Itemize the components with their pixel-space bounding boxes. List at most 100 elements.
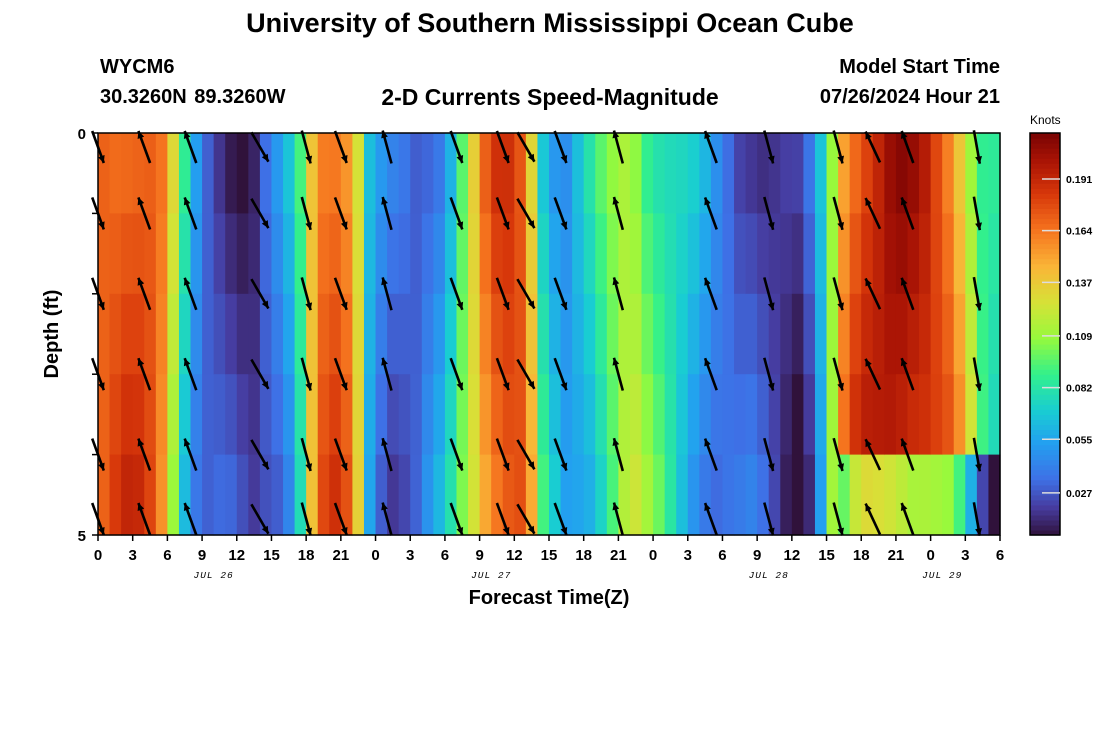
heatmap-cell	[676, 213, 689, 295]
heatmap-cell	[884, 213, 897, 295]
colorbar-unit-label: Knots	[1030, 113, 1061, 127]
heatmap-cell	[595, 293, 608, 375]
x-tick-label: 9	[475, 547, 483, 564]
heatmap-cell	[734, 133, 747, 214]
current-arrow-head	[340, 527, 348, 535]
heatmap-cell	[317, 213, 330, 295]
x-tick-label: 15	[541, 547, 558, 564]
x-tick-label: 9	[198, 547, 206, 564]
heatmap-cell	[768, 454, 781, 536]
heatmap-cell	[803, 213, 816, 295]
heatmap-cell	[259, 133, 273, 214]
heatmap-cell	[595, 374, 608, 456]
heatmap-cell	[722, 133, 735, 214]
heatmap-cell	[942, 133, 955, 214]
heatmap-cell	[306, 454, 319, 536]
heatmap-cell	[178, 454, 192, 536]
heatmap-cell	[340, 374, 354, 456]
heatmap-cell	[641, 454, 654, 536]
heatmap-cell	[560, 293, 573, 375]
heatmap-cell	[248, 454, 261, 536]
colorbar-segment	[1030, 514, 1060, 521]
heatmap-cell	[259, 454, 273, 536]
heatmap-cell	[780, 454, 793, 536]
colorbar-segment	[1030, 434, 1060, 441]
heatmap-cell	[283, 374, 296, 456]
x-tick-label: 12	[784, 547, 801, 564]
x-tick-label: 6	[996, 547, 1004, 564]
colorbar-segment	[1030, 484, 1060, 491]
heatmap-cell	[259, 213, 273, 295]
heatmap-cell	[653, 213, 666, 295]
colorbar-tick-label: 0.137	[1066, 277, 1092, 289]
heatmap-cell	[687, 293, 700, 375]
heatmap-cell	[225, 454, 238, 536]
heatmap-cell	[988, 454, 1001, 536]
heatmap-cell	[884, 133, 897, 214]
x-tick-label: 3	[406, 547, 414, 564]
heatmap-cell	[329, 293, 342, 375]
heatmap-cell	[791, 213, 805, 295]
x-tick-label: 12	[506, 547, 523, 564]
heatmap-cell	[144, 374, 157, 456]
colorbar-segment	[1030, 203, 1060, 209]
heatmap-cell	[398, 133, 411, 214]
heatmap-cell	[560, 454, 573, 536]
heatmap-cell	[387, 213, 400, 295]
heatmap-cell	[895, 293, 909, 375]
current-arrow-head	[865, 198, 872, 206]
heatmap-cell	[387, 454, 400, 536]
heatmap-cell	[965, 213, 978, 295]
heatmap-cell	[491, 293, 504, 375]
heatmap-cell	[872, 293, 885, 375]
colorbar-segment	[1030, 509, 1060, 516]
heatmap-cell	[791, 133, 805, 214]
heatmap-cell	[421, 374, 434, 456]
current-arrow-head	[98, 527, 105, 535]
heatmap-cell	[768, 374, 781, 456]
heatmap-cell	[849, 374, 862, 456]
colorbar-segment	[1030, 394, 1060, 400]
date-label: JUL 29	[922, 570, 962, 581]
heatmap-cell	[225, 213, 238, 295]
heatmap-cell	[479, 454, 492, 536]
heatmap-cell	[664, 374, 677, 456]
heatmap-cell	[676, 293, 689, 375]
current-arrow-head	[305, 302, 313, 311]
current-arrow-head	[612, 438, 620, 446]
heatmap-cell	[768, 213, 781, 295]
colorbar-segment	[1030, 213, 1060, 220]
heatmap-cell	[514, 213, 527, 295]
colorbar-segment	[1030, 519, 1060, 526]
colorbar-segment	[1030, 148, 1060, 154]
heatmap-cell	[618, 374, 631, 456]
heatmap-cell	[132, 213, 145, 295]
heatmap-cell	[976, 293, 990, 375]
current-arrow-head	[305, 463, 313, 471]
current-arrow-head	[456, 462, 464, 471]
heatmap-cell	[155, 213, 168, 295]
heatmap-cell	[861, 293, 874, 375]
colorbar-segment	[1030, 253, 1060, 260]
heatmap-cell	[456, 454, 469, 536]
heatmap-cell	[363, 454, 377, 536]
heatmap-cell	[965, 374, 978, 456]
heatmap-cell	[641, 374, 654, 456]
current-arrow-head	[98, 221, 105, 230]
heatmap-cell	[919, 454, 932, 536]
current-arrow-head	[560, 462, 568, 471]
current-arrow-head	[340, 462, 348, 471]
heatmap-cell	[676, 454, 689, 536]
heatmap-cell	[514, 454, 527, 536]
x-tick-label: 3	[684, 547, 692, 564]
colorbar-segment	[1030, 379, 1060, 385]
x-tick-label: 0	[371, 547, 379, 564]
colorbar-segment	[1030, 288, 1060, 295]
heatmap-cell	[710, 213, 724, 295]
heatmap-cell	[525, 454, 539, 536]
heatmap-cell	[271, 374, 284, 456]
colorbar-segment	[1030, 163, 1060, 169]
heatmap-cell	[780, 293, 793, 375]
current-arrow-head	[704, 358, 711, 367]
current-arrow-head	[381, 277, 388, 286]
